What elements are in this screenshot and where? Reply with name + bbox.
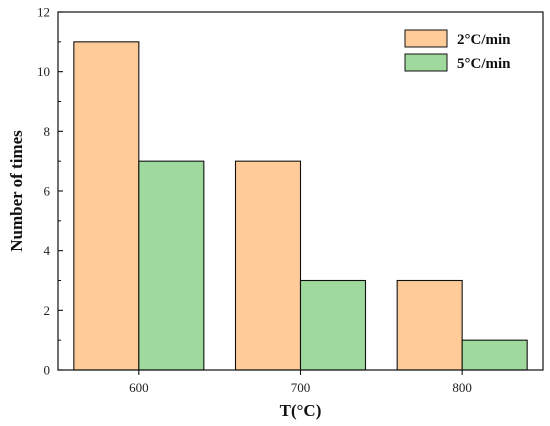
y-tick-label-4: 4 bbox=[44, 243, 51, 258]
x-axis: 600 700 800 bbox=[129, 370, 472, 395]
bar-5-c-min-800 bbox=[461, 339, 528, 371]
bars-layer bbox=[73, 41, 528, 371]
bar-2-c-min-700 bbox=[234, 160, 302, 371]
legend-label-2c-min: 2°C/min bbox=[457, 32, 511, 48]
bar-5-c-min-600 bbox=[138, 160, 205, 371]
legend-swatch-2c-min bbox=[404, 29, 448, 48]
y-tick-label-10: 10 bbox=[37, 64, 50, 79]
y-tick-label-6: 6 bbox=[44, 184, 51, 199]
legend-swatch-5c-min bbox=[404, 53, 448, 72]
y-tick-label-12: 12 bbox=[37, 5, 50, 20]
x-tick-label-600: 600 bbox=[129, 380, 149, 395]
x-tick-label-800: 800 bbox=[452, 380, 472, 395]
legend: 2°C/min 5°C/min bbox=[404, 29, 511, 72]
y-tick-label-2: 2 bbox=[44, 303, 51, 318]
y-axis: 0 2 4 6 8 10 12 bbox=[37, 5, 63, 378]
y-tick-label-0: 0 bbox=[44, 363, 51, 378]
y-axis-title: Number of times bbox=[7, 130, 26, 252]
x-axis-title: T(°C) bbox=[280, 401, 322, 420]
bar-5-c-min-700 bbox=[299, 279, 367, 371]
bar-2-c-min-600 bbox=[73, 41, 140, 371]
bar-2-c-min-800 bbox=[396, 279, 463, 371]
y-tick-label-8: 8 bbox=[44, 124, 51, 139]
x-tick-label-700: 700 bbox=[291, 380, 311, 395]
legend-label-5c-min: 5°C/min bbox=[457, 56, 511, 72]
